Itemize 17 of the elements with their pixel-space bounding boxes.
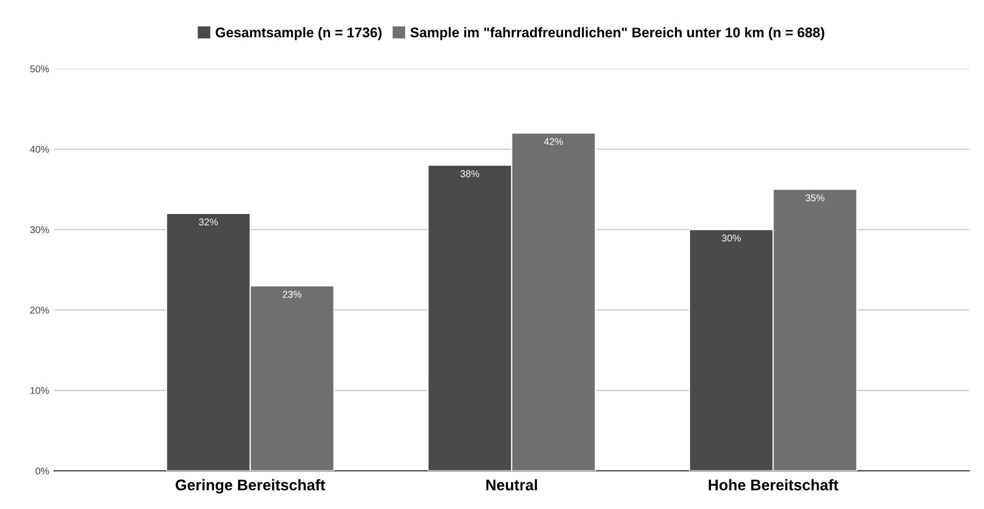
y-tick-label: 50% [30, 65, 49, 72]
y-tick-label: 40% [30, 146, 49, 153]
y-tick-label: 10% [30, 387, 49, 394]
data-label: 35% [806, 194, 824, 202]
y-tick-label: 20% [30, 306, 49, 314]
y-tick-label: 30% [30, 226, 49, 234]
x-tick-label: Hohe Bereitschaft [708, 479, 838, 490]
data-label: 23% [282, 290, 302, 298]
data-label: 32% [199, 218, 218, 226]
x-tick-label: Neutral [486, 479, 537, 490]
legend-label: Gesamtsample (n = 1736) [216, 27, 382, 40]
legend-label: Sample im "fahrradfreundlichen" Bereich unter 10 km (n = 688) [410, 27, 824, 40]
y-tick-label: 0% [36, 468, 49, 474]
data-label: 30% [722, 234, 741, 242]
data-label: 38% [460, 170, 480, 178]
data-label: 42% [544, 138, 563, 145]
x-tick-label: Geringe Bereitschaft [176, 479, 326, 494]
